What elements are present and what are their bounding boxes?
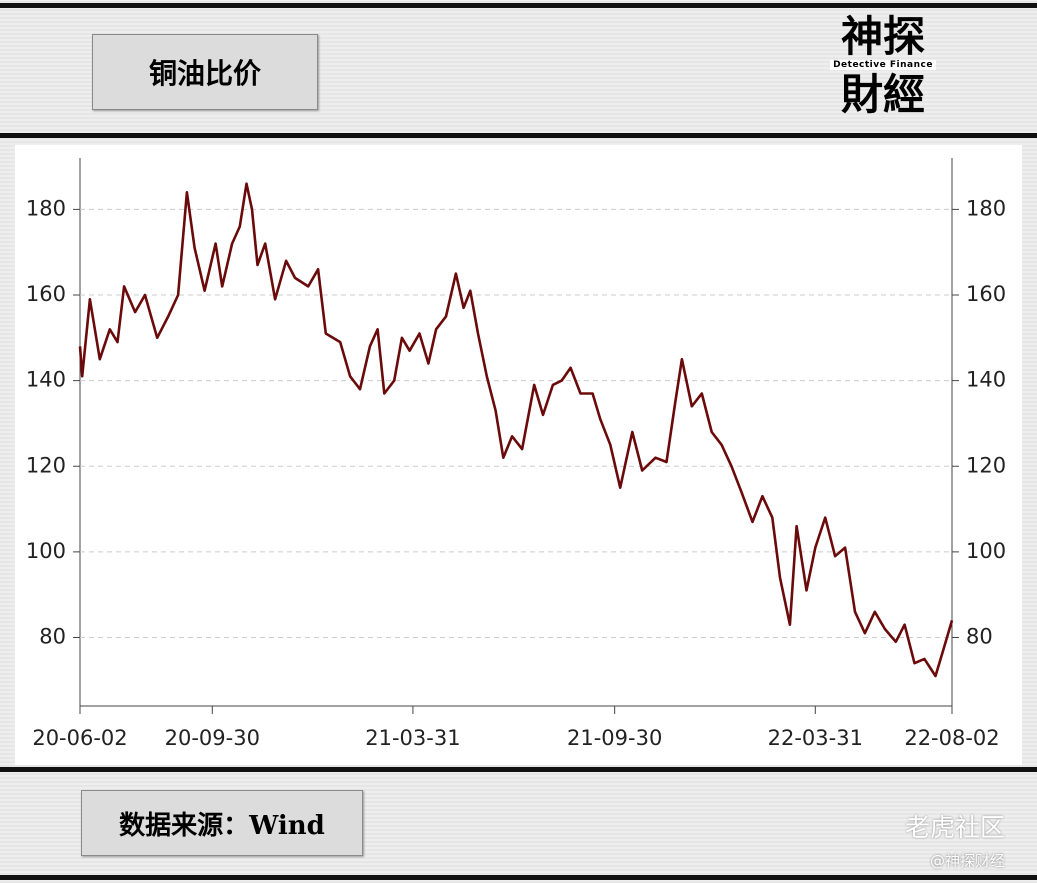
handle: @神探财经: [930, 852, 1006, 870]
watermark: 老虎社区: [905, 813, 1006, 842]
title-box: 铜油比价: [92, 34, 318, 110]
y-tick-label: 100: [26, 539, 66, 563]
data-line: [78, 182, 954, 678]
y2-tick-label: 180: [966, 196, 1006, 220]
rule: [0, 3, 1037, 8]
y2-tick-label: 140: [966, 368, 1006, 392]
x-tick-label: 22-03-31: [768, 726, 863, 750]
y-tick-label: 120: [26, 453, 66, 477]
y-tick-label: 80: [39, 625, 66, 649]
x-tick-label: 21-03-31: [365, 726, 460, 750]
y-tick-label: 160: [26, 282, 66, 306]
rule: [0, 133, 1037, 138]
rule: [0, 767, 1037, 772]
logo-subtitle: Detective Finance: [830, 60, 936, 70]
y2-tick-label: 100: [966, 539, 1006, 563]
y2-tick-label: 80: [966, 625, 993, 649]
title: 铜油比价: [148, 57, 261, 90]
logo: 神探 Detective Finance 財經: [830, 14, 936, 132]
y2-tick-label: 120: [966, 453, 1006, 477]
rule: [0, 875, 1037, 880]
x-tick-label: 20-06-02: [32, 726, 127, 750]
y-tick-label: 140: [26, 368, 66, 392]
logo-bottom: 財經: [840, 70, 925, 119]
logo-top: 神探: [840, 12, 925, 61]
x-tick-label: 22-08-02: [904, 726, 999, 750]
chart-panel: [15, 145, 1022, 765]
y-tick-label: 180: [26, 196, 66, 220]
y2-tick-label: 160: [966, 282, 1006, 306]
x-tick-label: 21-09-30: [567, 726, 662, 750]
source-box: 数据来源：Wind: [81, 790, 363, 856]
source: 数据来源：Wind: [119, 810, 325, 841]
x-tick-label: 20-09-30: [165, 726, 260, 750]
